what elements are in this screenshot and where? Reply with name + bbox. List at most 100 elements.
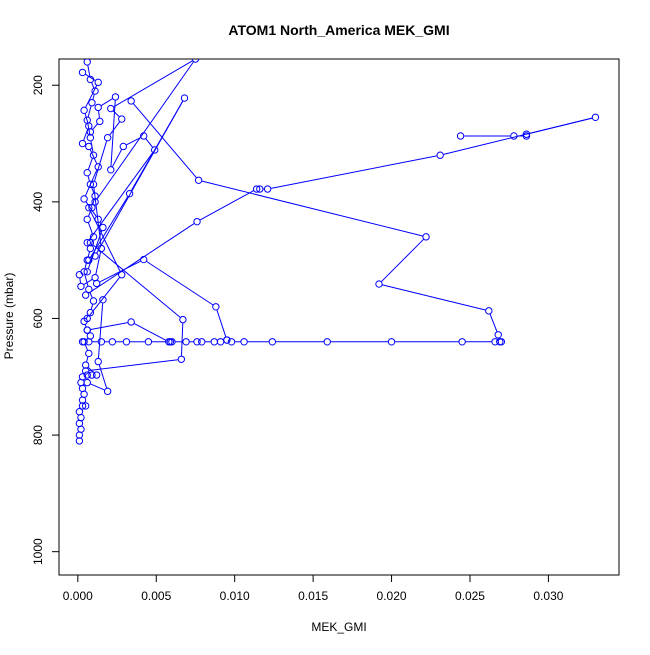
data-point	[95, 358, 101, 364]
series-segment	[112, 150, 121, 167]
series-segment	[217, 310, 226, 337]
data-point	[100, 224, 106, 230]
data-point	[95, 79, 101, 85]
series-segment	[147, 261, 213, 304]
data-point	[86, 350, 92, 356]
data-point	[269, 339, 275, 345]
data-point	[89, 100, 95, 106]
series-group	[76, 56, 198, 290]
data-point	[82, 292, 88, 298]
data-point	[108, 105, 114, 111]
data-point	[486, 308, 492, 314]
data-point	[217, 339, 223, 345]
series-segment	[85, 264, 86, 269]
series-segment	[90, 293, 92, 298]
series-segment	[146, 139, 153, 147]
series-group	[84, 297, 111, 395]
series-segment	[381, 239, 423, 281]
series-segment	[85, 275, 88, 286]
data-point	[79, 69, 85, 75]
series-segment	[92, 188, 94, 193]
data-point	[84, 216, 90, 222]
data-point	[180, 316, 186, 322]
y-tick-label: 400	[31, 192, 45, 212]
series-segment	[86, 315, 88, 318]
series-segment	[80, 278, 81, 283]
series-segment	[97, 101, 183, 253]
data-point	[264, 186, 270, 192]
series-segment	[93, 94, 94, 99]
data-point	[100, 297, 106, 303]
x-tick-label: 0.025	[455, 589, 485, 603]
series-group	[84, 94, 158, 246]
data-point	[81, 107, 87, 113]
data-point	[123, 339, 129, 345]
data-point	[95, 104, 101, 110]
series-segment	[88, 106, 91, 117]
data-point	[376, 281, 382, 287]
data-point	[495, 332, 501, 338]
series-segment	[85, 114, 88, 123]
data-point	[81, 196, 87, 202]
data-point	[423, 234, 429, 240]
series-segment	[93, 124, 98, 129]
series-segment	[110, 122, 120, 135]
x-tick-label: 0.020	[377, 589, 407, 603]
data-point	[90, 298, 96, 304]
series-segment	[382, 285, 485, 310]
series-group	[84, 319, 172, 345]
data-point	[109, 339, 115, 345]
data-point	[128, 98, 134, 104]
y-tick-label: 200	[31, 75, 45, 95]
series-group	[82, 239, 186, 374]
data-point	[76, 409, 82, 415]
y-tick-label: 600	[31, 308, 45, 328]
chart-title: ATOM1 North_America MEK_GMI	[228, 22, 449, 38]
series-segment	[134, 324, 165, 341]
series-segment	[99, 111, 100, 118]
data-point	[213, 304, 219, 310]
data-point	[84, 169, 90, 175]
series-segment	[91, 323, 128, 330]
series-segment	[88, 65, 90, 76]
y-axis-label: Pressure (mbar)	[2, 273, 16, 360]
data-point	[92, 274, 98, 280]
x-tick-label: 0.030	[533, 589, 563, 603]
series-segment	[490, 314, 497, 331]
data-point	[388, 339, 394, 345]
data-point	[511, 133, 517, 139]
data-point	[84, 59, 90, 65]
series-segment	[202, 181, 423, 236]
x-tick-label: 0.010	[220, 589, 250, 603]
data-point	[84, 379, 90, 385]
data-point	[119, 116, 125, 122]
series-segment	[92, 83, 94, 88]
data-point	[592, 114, 598, 120]
series-segment	[91, 304, 92, 309]
data-point	[108, 167, 114, 173]
data-point	[76, 272, 82, 278]
series-segment	[91, 240, 92, 245]
data-point	[112, 94, 118, 100]
y-tick-label: 1000	[31, 538, 45, 565]
data-point	[459, 339, 465, 345]
series-segment	[88, 223, 92, 234]
data-point	[199, 339, 205, 345]
series-segment	[93, 199, 94, 204]
data-point	[104, 135, 110, 141]
data-point	[79, 140, 85, 146]
data-point	[86, 143, 92, 149]
data-point	[97, 118, 103, 124]
data-point	[194, 218, 200, 224]
data-point	[178, 356, 184, 362]
series-group	[79, 98, 504, 345]
series-segment	[114, 61, 193, 107]
data-point	[78, 283, 84, 289]
series-segment	[181, 323, 182, 356]
data-point	[324, 339, 330, 345]
data-point	[120, 143, 126, 149]
